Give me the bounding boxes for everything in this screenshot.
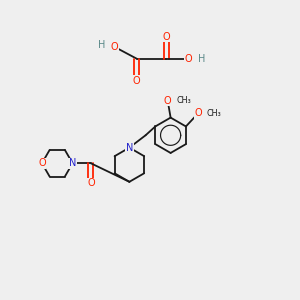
- Text: O: O: [111, 42, 118, 52]
- Text: O: O: [38, 158, 46, 168]
- Text: H: H: [198, 54, 205, 64]
- Text: CH₃: CH₃: [206, 109, 221, 118]
- Text: N: N: [126, 142, 133, 153]
- Text: O: O: [87, 178, 94, 188]
- Text: O: O: [164, 95, 172, 106]
- Text: CH₃: CH₃: [176, 96, 191, 105]
- Text: O: O: [162, 32, 170, 42]
- Text: H: H: [98, 40, 105, 50]
- Text: O: O: [133, 76, 141, 86]
- Text: O: O: [184, 54, 192, 64]
- Text: N: N: [69, 158, 76, 168]
- Text: O: O: [194, 108, 202, 118]
